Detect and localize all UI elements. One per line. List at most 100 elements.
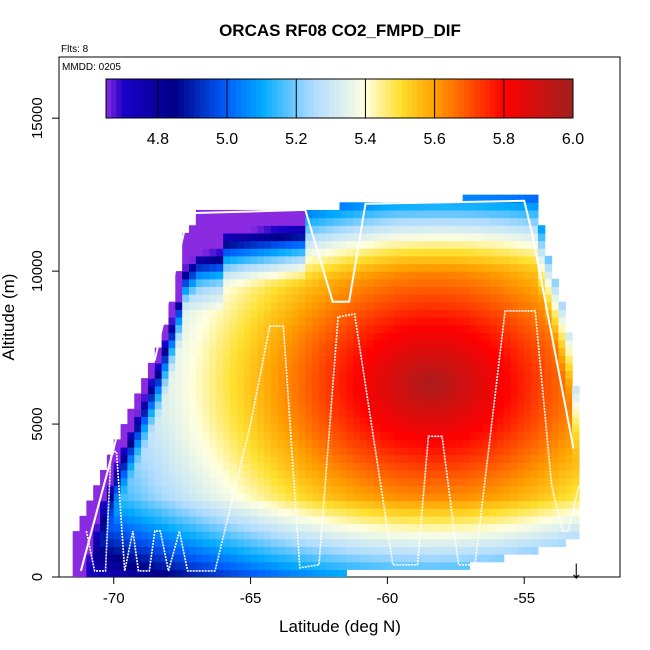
heatmap-cell xyxy=(537,332,546,341)
heatmap-cell xyxy=(188,385,197,395)
heatmap-cell xyxy=(305,232,313,242)
heatmap-cell xyxy=(291,209,300,219)
heatmap-cell xyxy=(353,500,361,509)
heatmap-cell xyxy=(401,362,409,372)
colorbar-swatch xyxy=(287,79,294,118)
heatmap-cell xyxy=(277,278,286,288)
heatmap-cell xyxy=(380,278,388,288)
heatmap-cell xyxy=(216,424,224,433)
heatmap-cell xyxy=(531,263,539,272)
heatmap-cell xyxy=(243,240,252,249)
heatmap-cell xyxy=(448,385,457,395)
heatmap-cell xyxy=(141,431,149,440)
heatmap-cell xyxy=(312,248,320,257)
heatmap-cell xyxy=(558,462,566,471)
heatmap-cell xyxy=(401,424,409,433)
heatmap-cell xyxy=(517,324,525,333)
heatmap-cell xyxy=(476,508,484,517)
heatmap-cell xyxy=(202,347,211,356)
heatmap-cell xyxy=(407,401,416,410)
heatmap-cell xyxy=(305,309,313,318)
heatmap-cell xyxy=(325,569,334,577)
heatmap-cell xyxy=(257,546,265,555)
heatmap-cell xyxy=(435,324,443,333)
heatmap-cell xyxy=(496,546,505,555)
heatmap-cell xyxy=(209,500,217,509)
colorbar-swatch xyxy=(396,79,403,118)
heatmap-cell xyxy=(401,339,409,349)
heatmap-cell xyxy=(448,508,457,517)
heatmap-cell xyxy=(257,431,265,440)
heatmap-cell xyxy=(175,362,183,372)
heatmap-cell xyxy=(517,454,525,463)
heatmap-cell xyxy=(318,531,327,540)
heatmap-cell xyxy=(305,424,313,433)
heatmap-cell xyxy=(243,271,252,280)
heatmap-cell xyxy=(79,554,87,563)
heatmap-cell xyxy=(127,439,135,448)
heatmap-cell xyxy=(325,294,334,303)
heatmap-cell xyxy=(380,240,388,249)
heatmap-cell xyxy=(175,347,183,356)
heatmap-cell xyxy=(517,500,525,509)
heatmap-cell xyxy=(537,309,546,318)
heatmap-cell xyxy=(168,469,176,479)
heatmap-cell xyxy=(188,554,197,563)
colorbar-swatch xyxy=(251,79,257,118)
heatmap-cell xyxy=(421,523,430,532)
heatmap-cell xyxy=(325,408,334,418)
heatmap-cell xyxy=(476,286,484,295)
heatmap-cell xyxy=(141,408,149,418)
heatmap-cell xyxy=(168,347,176,356)
heatmap-cell xyxy=(202,362,211,372)
heatmap-cell xyxy=(565,393,573,402)
heatmap-cell xyxy=(202,454,211,463)
heatmap-cell xyxy=(455,317,464,326)
heatmap-cell xyxy=(469,469,477,479)
heatmap-cell xyxy=(517,339,525,349)
heatmap-cell xyxy=(113,492,122,502)
heatmap-cell xyxy=(380,301,388,310)
heatmap-cell xyxy=(284,271,293,280)
heatmap-cell xyxy=(277,554,286,563)
heatmap-cell xyxy=(182,232,190,242)
heatmap-cell xyxy=(414,408,423,418)
heatmap-cell xyxy=(558,469,566,479)
heatmap-cell xyxy=(414,271,423,280)
heatmap-cell xyxy=(250,248,258,257)
heatmap-cell xyxy=(175,416,183,425)
heatmap-cell xyxy=(161,546,170,555)
heatmap-cell xyxy=(223,294,231,303)
heatmap-cell xyxy=(469,431,477,440)
heatmap-cell xyxy=(325,554,334,563)
heatmap-cell xyxy=(127,569,135,577)
heatmap-cell xyxy=(462,240,471,249)
heatmap-cell xyxy=(250,538,258,548)
heatmap-cell xyxy=(476,301,484,310)
heatmap-cell xyxy=(387,225,395,234)
heatmap-cell xyxy=(284,347,293,356)
heatmap-cell xyxy=(380,286,388,295)
heatmap-cell xyxy=(134,393,142,402)
heatmap-cell xyxy=(421,225,430,234)
heatmap-cell xyxy=(257,508,265,517)
heatmap-cell xyxy=(455,271,464,280)
heatmap-cell xyxy=(277,454,286,463)
heatmap-cell xyxy=(188,332,197,341)
heatmap-cell xyxy=(428,477,436,486)
heatmap-cell xyxy=(373,332,382,341)
heatmap-cell xyxy=(223,531,231,540)
heatmap-cell xyxy=(120,477,129,486)
heatmap-cell xyxy=(230,209,238,219)
heatmap-cell xyxy=(223,485,231,494)
heatmap-cell xyxy=(407,485,416,494)
heatmap-cell xyxy=(339,355,347,364)
heatmap-cell xyxy=(414,561,423,570)
heatmap-cell xyxy=(346,255,354,265)
heatmap-cell xyxy=(421,278,430,288)
heatmap-cell xyxy=(455,339,464,349)
heatmap-cell xyxy=(428,347,436,356)
heatmap-cell xyxy=(455,393,464,402)
heatmap-cell xyxy=(387,424,395,433)
heatmap-cell xyxy=(257,531,265,540)
